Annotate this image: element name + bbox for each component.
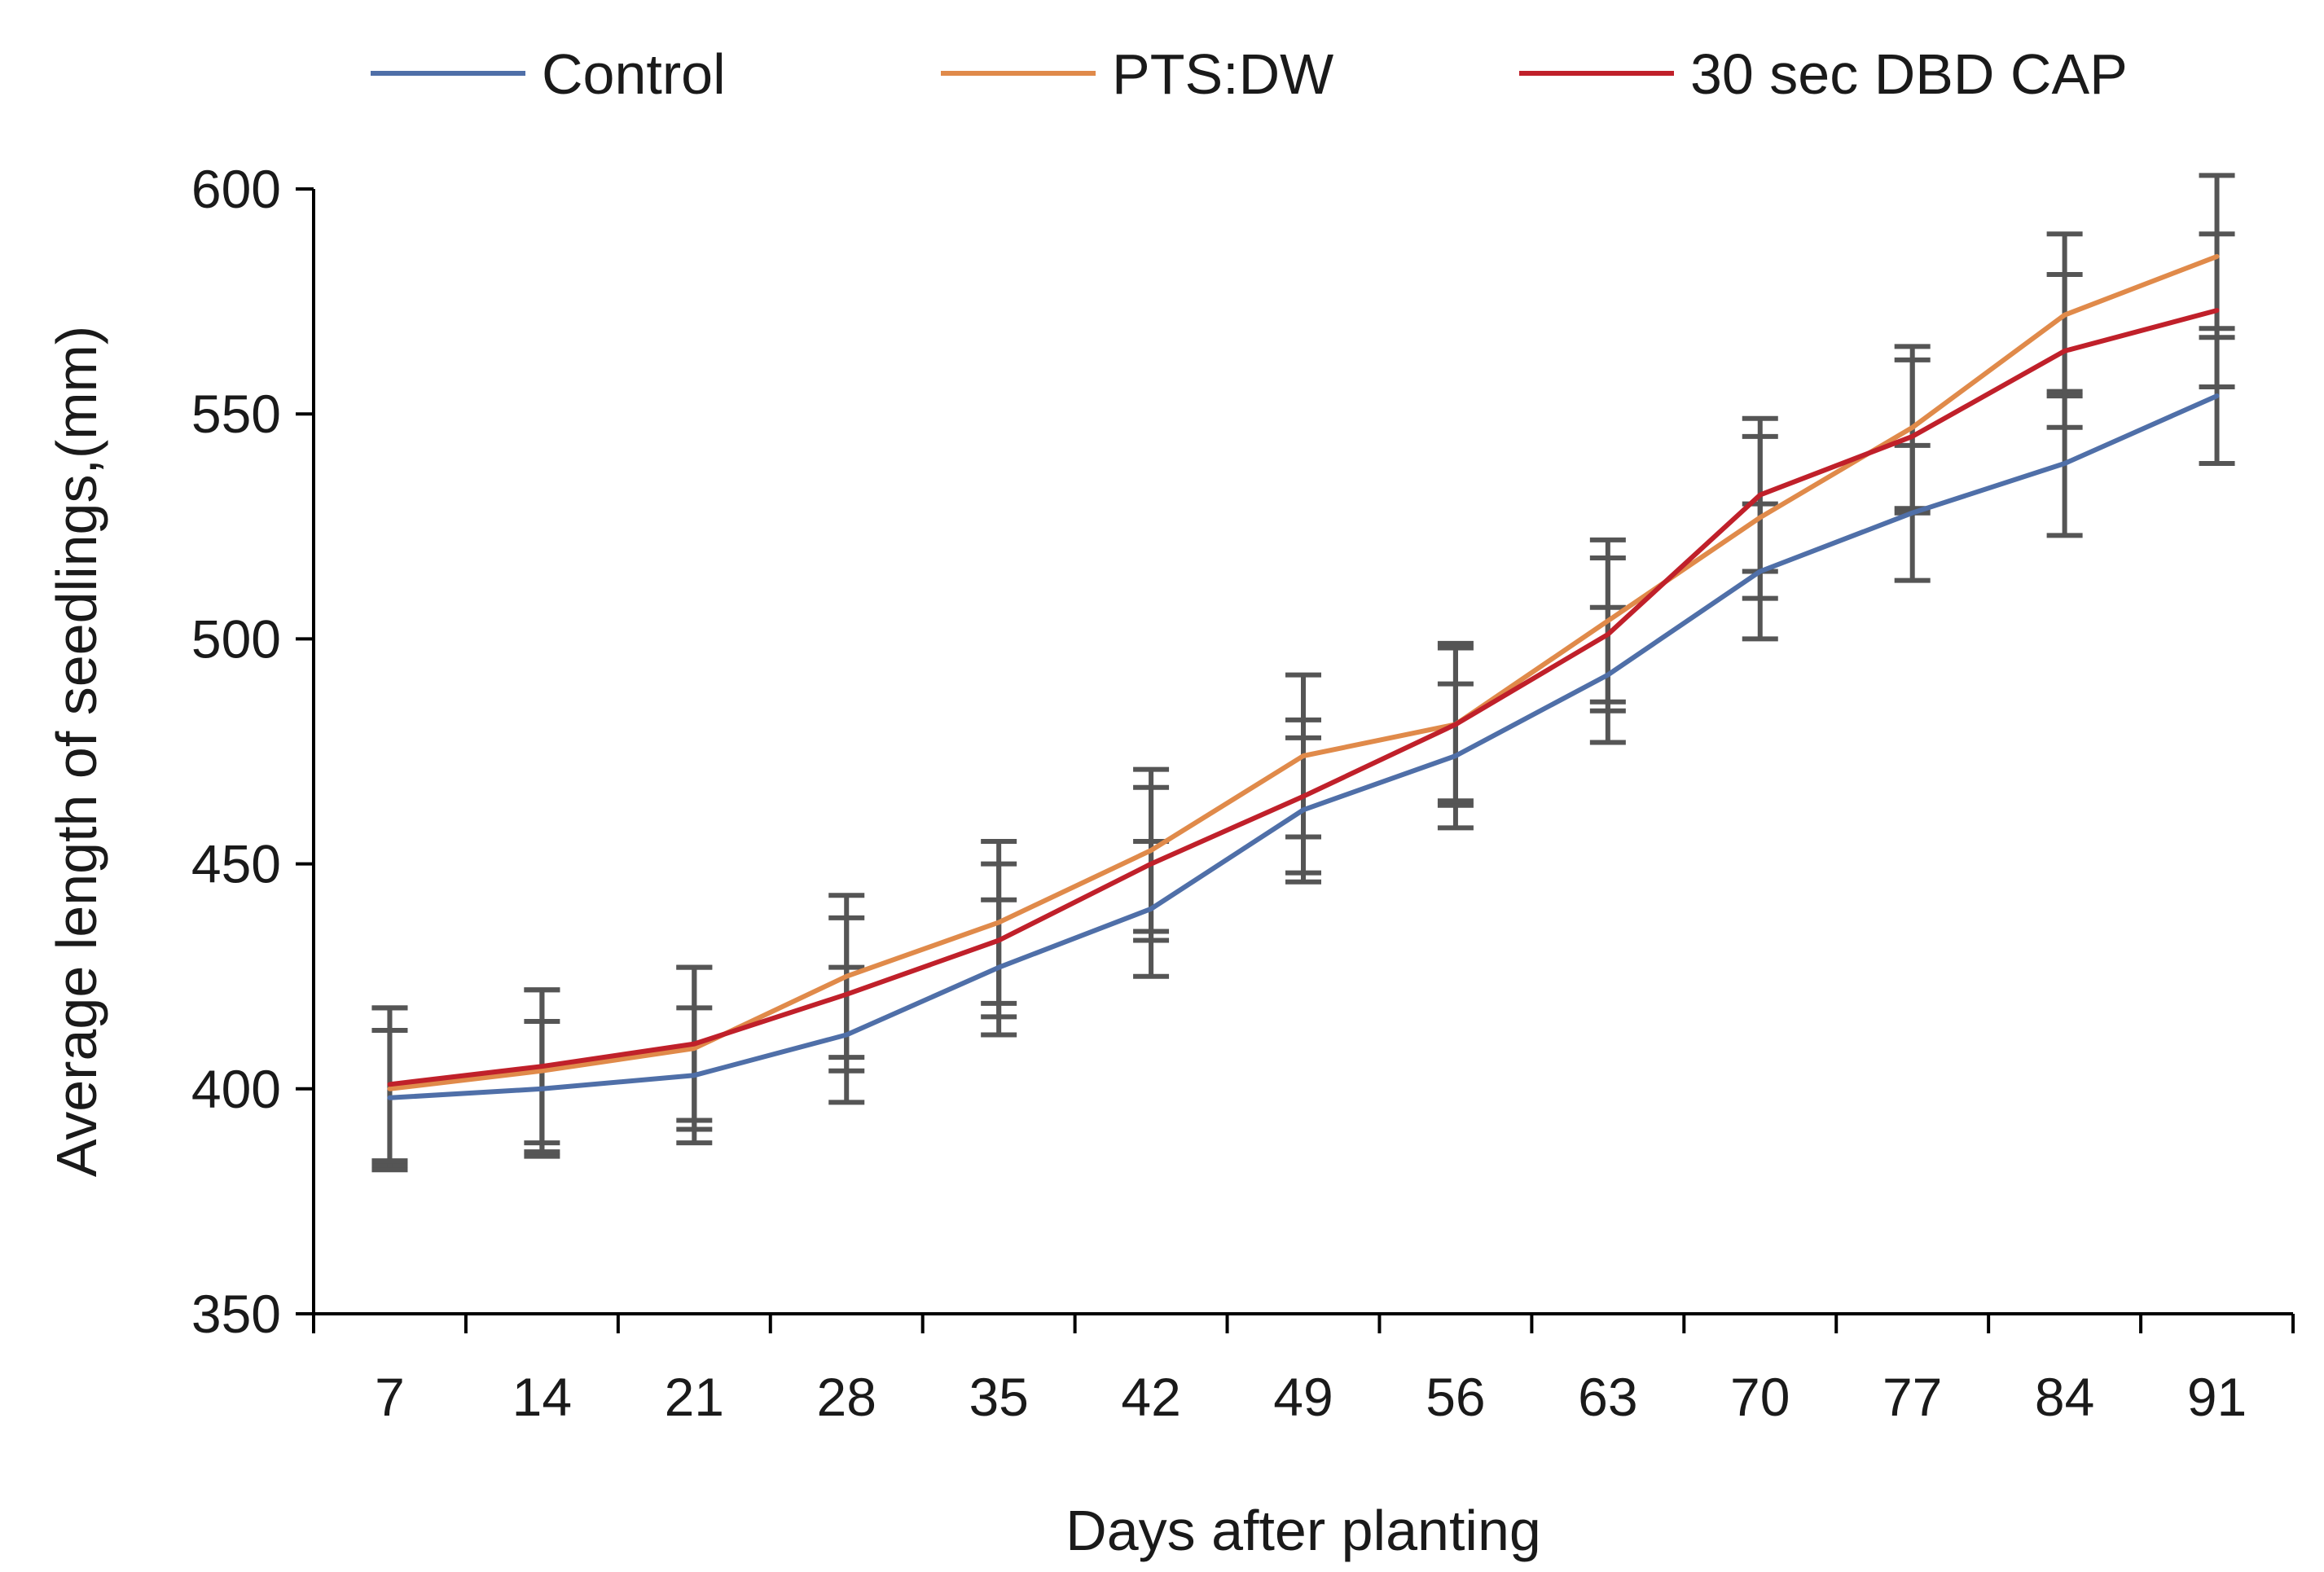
x-tick-label: 84 [2035,1367,2094,1427]
x-tick-label: 70 [1730,1367,1790,1427]
error-bars [371,173,2235,1173]
x-tick-label: 77 [1882,1367,1942,1427]
y-tick-label: 500 [191,608,281,669]
series-lines [387,253,2220,1100]
series-line-pts-dw [387,253,2220,1091]
x-tick-label: 28 [817,1367,876,1427]
y-axis-title: Average length of seedlings,(mm) [45,326,108,1177]
x-tick-label: 56 [1426,1367,1485,1427]
legend-label: Control [542,42,726,106]
y-tick-label: 600 [191,159,281,219]
y-tick-label: 400 [191,1059,281,1119]
x-tick-label: 21 [665,1367,724,1427]
series-line-control [387,393,2220,1100]
legend-label: 30 sec DBD CAP [1690,42,2128,106]
y-tick-label: 350 [191,1284,281,1344]
legend-label: PTS:DW [1112,42,1333,106]
axes: 350 400 450 500 550 600 7 14 21 28 35 42 49 56 63 70 77 8… [191,159,2295,1427]
y-tick-label: 450 [191,834,281,894]
x-axis-title: Days after planting [1065,1499,1541,1562]
x-tick-label: 42 [1121,1367,1180,1427]
legend: Control PTS:DW 30 sec DBD CAP [371,42,2128,106]
x-tick-label: 91 [2187,1367,2247,1427]
y-tick-label: 550 [191,384,281,444]
x-tick-label: 35 [969,1367,1028,1427]
x-tick-label: 49 [1273,1367,1333,1427]
x-tick-label: 7 [375,1367,405,1427]
series-line-30-sec-dbd-cap [387,308,2220,1087]
x-tick-label: 14 [512,1367,572,1427]
x-tick-label: 63 [1578,1367,1637,1427]
